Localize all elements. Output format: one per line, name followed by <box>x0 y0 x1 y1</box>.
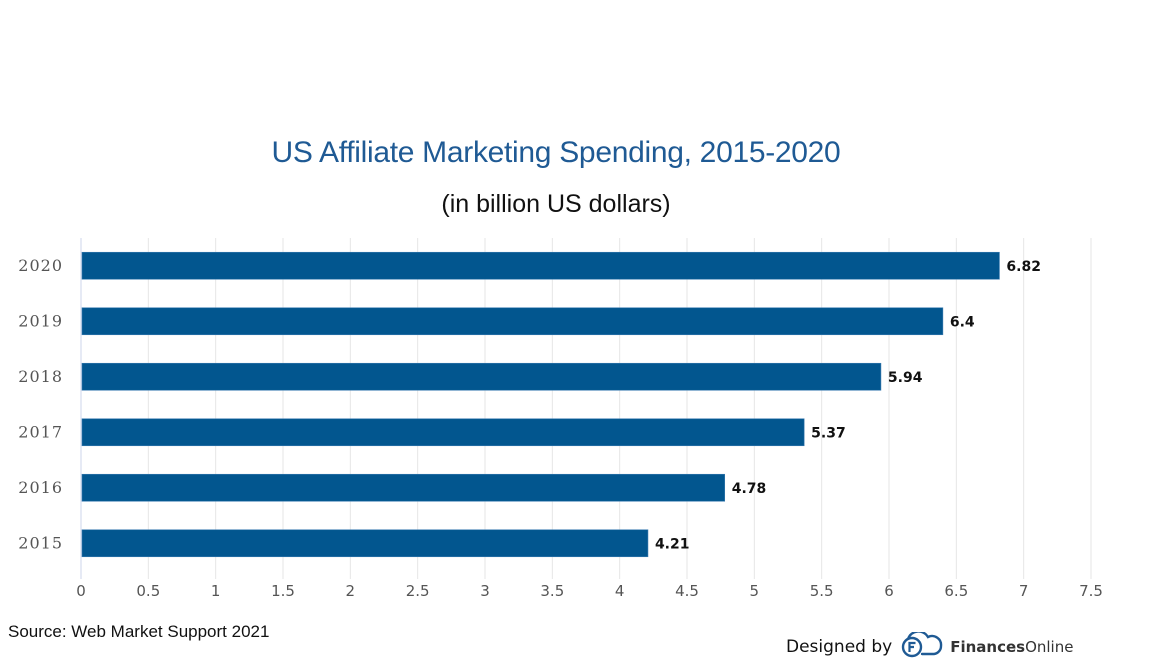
bar-2020 <box>81 251 1000 280</box>
x-axis-ticks: 0 0.5 1 1.5 2 2.5 3 3.5 4 4.5 5 5.5 6 6.5 7 7.5 <box>76 582 1103 600</box>
bars <box>81 251 1000 558</box>
x-tick-label: 6 <box>884 582 894 600</box>
x-tick-label: 5 <box>750 582 760 600</box>
data-label: 5.37 <box>811 425 846 441</box>
x-tick-label: 0.5 <box>136 582 160 600</box>
designer-credit: Designed by FinancesOnline <box>786 630 1073 662</box>
x-tick-label: 7 <box>1019 582 1029 600</box>
gridlines <box>80 238 1092 579</box>
x-tick-label: 4.5 <box>675 582 699 600</box>
x-tick-label: 4 <box>615 582 625 600</box>
x-tick-label: 0 <box>76 582 86 600</box>
category-label: 2020 <box>18 256 63 275</box>
brand-name-bold: Finances <box>950 638 1026 656</box>
data-label: 6.82 <box>1006 259 1041 275</box>
data-label: 4.78 <box>732 481 767 497</box>
category-label: 2018 <box>18 367 63 386</box>
brand-name-regular: Online <box>1025 638 1074 656</box>
x-tick-label: 2.5 <box>406 582 430 600</box>
x-tick-label: 3 <box>480 582 490 600</box>
chart-title: US Affiliate Marketing Spending, 2015-20… <box>271 136 841 169</box>
brand-name: FinancesOnline <box>950 638 1073 656</box>
bar-2017 <box>81 418 805 447</box>
data-label: 5.94 <box>888 370 923 386</box>
credit-prefix: Designed by <box>786 637 893 657</box>
x-tick-label: 3.5 <box>540 582 564 600</box>
financesonline-logo-icon <box>900 630 944 662</box>
chart-subtitle: (in billion US dollars) <box>441 190 671 218</box>
bar-2015 <box>81 529 649 558</box>
category-label: 2015 <box>18 533 63 552</box>
x-tick-label: 1.5 <box>271 582 295 600</box>
bar-2016 <box>81 473 726 502</box>
category-label: 2017 <box>18 422 63 441</box>
x-tick-label: 5.5 <box>810 582 834 600</box>
y-axis-categories: 2020 2019 2018 2017 2016 2015 <box>18 256 63 553</box>
category-label: 2016 <box>18 478 63 497</box>
bar-2018 <box>81 362 882 391</box>
x-tick-label: 7.5 <box>1079 582 1103 600</box>
data-labels: 6.82 6.4 5.94 5.37 4.78 4.21 <box>655 259 1041 553</box>
x-tick-label: 1 <box>211 582 221 600</box>
data-label: 6.4 <box>950 314 975 330</box>
bar-2019 <box>81 307 944 336</box>
x-tick-label: 2 <box>346 582 356 600</box>
x-tick-label: 6.5 <box>944 582 968 600</box>
source-note: Source: Web Market Support 2021 <box>8 622 270 641</box>
data-label: 4.21 <box>655 536 690 552</box>
category-label: 2019 <box>18 311 63 330</box>
